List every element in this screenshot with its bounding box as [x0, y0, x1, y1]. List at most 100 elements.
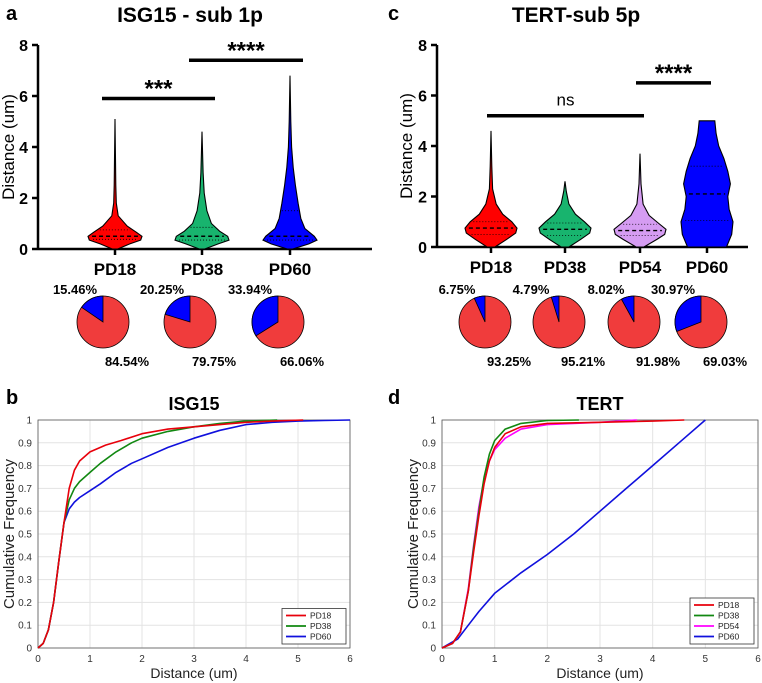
x-tick-label-b-0: 0 [35, 654, 41, 665]
y-tick-label-b-4: 0.4 [18, 552, 32, 563]
legend-label-d-PD18: PD18 [718, 600, 740, 610]
x-tick-label-c-PD60: PD60 [686, 258, 729, 277]
violin-a-PD38 [174, 131, 230, 250]
pie-blue-label-c-1: 4.79% [513, 282, 550, 297]
pie-blue-label-c-2: 8.02% [588, 282, 625, 297]
y-tick-label-c-3: 6 [418, 89, 427, 106]
panel-letter-d: d [388, 387, 400, 409]
panel-title-a: ISG15 - sub 1p [117, 4, 263, 27]
legend-label-d-PD54: PD54 [718, 621, 740, 631]
x-tick-label-b-2: 2 [139, 654, 145, 665]
legend-label-d-PD60: PD60 [718, 632, 740, 642]
pie-blue-slice-c-3 [674, 295, 702, 333]
x-tick-label-a-PD18: PD18 [94, 260, 137, 279]
significance-label-a-1: **** [227, 37, 265, 64]
pie-blue-slice-a-1 [164, 295, 191, 323]
y-tick-label-b-5: 0.5 [18, 530, 32, 541]
x-tick-label-b-1: 1 [87, 654, 93, 665]
x-tick-label-d-2: 2 [545, 654, 551, 665]
y-tick-label-b-10: 1 [26, 416, 32, 427]
x-tick-label-d-1: 1 [492, 654, 498, 665]
x-axis-label-b: Distance (um) [150, 665, 237, 681]
pie-blue-slice-a-2 [251, 295, 279, 337]
y-tick-label-b-1: 0.1 [18, 621, 32, 632]
y-tick-label-a-1: 2 [19, 191, 28, 208]
pie-blue-slice-a-0 [80, 295, 104, 323]
y-tick-label-d-5: 0.5 [422, 530, 436, 541]
pie-blue-slice-c-1 [550, 295, 560, 323]
y-tick-label-b-2: 0.2 [18, 598, 32, 609]
y-axis-label-b: Cumulative Frequency [1, 458, 18, 609]
y-tick-label-c-2: 4 [418, 139, 427, 156]
significance-label-a-0: *** [144, 76, 173, 103]
legend-label-b-PD18: PD18 [310, 611, 332, 621]
y-tick-label-a-4: 8 [19, 38, 28, 55]
y-tick-label-d-4: 0.4 [422, 552, 436, 563]
y-tick-label-a-2: 4 [19, 140, 28, 157]
y-tick-label-d-1: 0.1 [422, 621, 436, 632]
y-tick-label-c-0: 0 [418, 240, 427, 257]
y-tick-label-a-0: 0 [19, 242, 28, 259]
violin-c-PD60 [680, 120, 734, 248]
y-tick-label-c-1: 2 [418, 190, 427, 207]
pie-red-label-c-0: 93.25% [487, 354, 532, 369]
cdf-line-d-PD18 [441, 419, 685, 649]
y-tick-label-d-0: 0 [430, 644, 436, 655]
pie-blue-label-c-0: 6.75% [439, 282, 476, 297]
x-tick-label-b-3: 3 [191, 654, 197, 665]
y-tick-label-b-8: 0.8 [18, 461, 32, 472]
x-tick-label-c-PD38: PD38 [544, 258, 587, 277]
y-tick-label-d-3: 0.3 [422, 575, 436, 586]
y-tick-label-d-7: 0.7 [422, 484, 436, 495]
x-axis-label-d: Distance (um) [556, 665, 643, 681]
y-tick-label-d-2: 0.2 [422, 598, 436, 609]
panel-letter-b: b [6, 387, 18, 409]
pie-red-label-a-0: 84.54% [105, 354, 150, 369]
y-tick-label-d-10: 1 [430, 416, 436, 427]
panel-letter-c: c [388, 3, 399, 25]
pie-red-label-a-2: 66.06% [280, 354, 325, 369]
violin-c-PD18 [464, 130, 518, 248]
pie-red-label-c-3: 69.03% [703, 354, 748, 369]
x-tick-label-d-4: 4 [650, 654, 656, 665]
legend-label-b-PD60: PD60 [310, 632, 332, 642]
pie-red-label-c-1: 95.21% [561, 354, 606, 369]
y-axis-label-a: Distance (um) [0, 94, 18, 200]
panel-title-b: ISG15 [168, 394, 219, 414]
violin-c-PD38 [538, 181, 592, 248]
y-tick-label-c-4: 8 [418, 38, 427, 55]
x-tick-label-c-PD18: PD18 [470, 258, 513, 277]
pie-blue-slice-c-2 [620, 295, 635, 323]
y-tick-label-b-0: 0 [26, 644, 32, 655]
x-tick-label-b-6: 6 [347, 654, 353, 665]
x-tick-label-c-PD54: PD54 [619, 258, 662, 277]
panel-letter-a: a [6, 3, 18, 25]
x-tick-label-b-5: 5 [295, 654, 301, 665]
y-tick-label-d-6: 0.6 [422, 507, 436, 518]
y-tick-label-b-9: 0.9 [18, 438, 32, 449]
x-tick-label-d-6: 6 [755, 654, 761, 665]
x-tick-label-d-0: 0 [439, 654, 445, 665]
pie-red-label-c-2: 91.98% [636, 354, 681, 369]
pie-blue-label-c-3: 30.97% [651, 282, 696, 297]
pie-blue-label-a-0: 15.46% [53, 282, 98, 297]
panel-title-d: TERT [577, 394, 624, 414]
significance-label-c-0: ns [557, 91, 575, 110]
legend-label-b-PD38: PD38 [310, 621, 332, 631]
pie-blue-label-a-1: 20.25% [140, 282, 185, 297]
y-axis-label-c: Distance (um) [397, 93, 416, 199]
violin-c-PD54 [613, 153, 667, 248]
panel-title-c: TERT-sub 5p [512, 4, 640, 27]
pie-blue-label-a-2: 33.94% [228, 282, 273, 297]
cdf-line-b-PD18 [37, 419, 304, 649]
cdf-line-d-PD60 [441, 419, 706, 649]
y-tick-label-d-9: 0.9 [422, 438, 436, 449]
x-tick-label-a-PD38: PD38 [181, 260, 224, 279]
legend-label-d-PD38: PD38 [718, 611, 740, 621]
y-tick-label-b-7: 0.7 [18, 484, 32, 495]
violin-a-PD60 [262, 75, 318, 250]
y-axis-label-d: Cumulative Frequency [405, 458, 422, 609]
y-tick-label-b-3: 0.3 [18, 575, 32, 586]
y-tick-label-b-6: 0.6 [18, 507, 32, 518]
